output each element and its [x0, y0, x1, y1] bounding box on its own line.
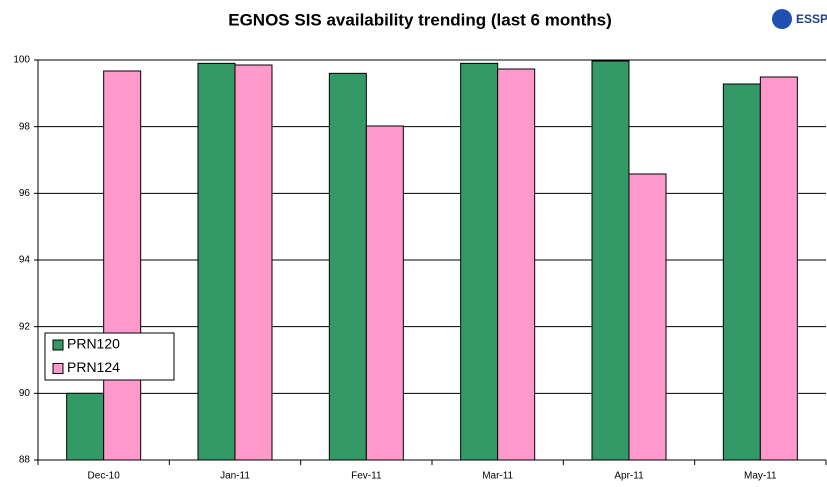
y-tick-label: 90 [19, 388, 31, 399]
logo-globe [772, 9, 792, 29]
x-tick-label: Mar-11 [482, 471, 513, 482]
legend-label: PRN124 [67, 359, 120, 375]
legend-swatch [52, 339, 64, 351]
bar [628, 173, 667, 461]
x-tick-label: May-11 [744, 471, 777, 482]
legend-box [44, 332, 175, 381]
legend: PRN120 PRN124 [44, 332, 175, 381]
bar [460, 62, 499, 461]
bar [497, 68, 536, 461]
bar [722, 83, 761, 461]
x-tick-label: Apr-11 [614, 471, 644, 482]
bar [365, 125, 404, 461]
legend-label: PRN120 [67, 336, 120, 352]
chart-title: EGNOS SIS availability trending (last 6 … [228, 10, 612, 29]
y-tick-label: 88 [19, 455, 31, 466]
bar [197, 62, 236, 461]
x-tick-label: Jan-11 [220, 471, 250, 482]
bar [328, 72, 367, 461]
x-tick-label: Dec-10 [88, 471, 121, 482]
bar [66, 392, 105, 461]
x-tick-label: Fev-11 [351, 471, 382, 482]
y-tick-label: 94 [19, 255, 31, 266]
bar [759, 76, 798, 461]
logo: ESSP [772, 9, 827, 29]
bar [591, 60, 630, 461]
y-tick-label: 96 [19, 188, 31, 199]
y-tick-label: 100 [13, 55, 30, 66]
y-tick-label: 98 [19, 121, 31, 132]
logo-text: ESSP [796, 12, 827, 26]
legend-swatch [52, 363, 64, 374]
bar [103, 70, 142, 461]
y-tick-label: 92 [19, 321, 31, 332]
bar [234, 64, 273, 461]
